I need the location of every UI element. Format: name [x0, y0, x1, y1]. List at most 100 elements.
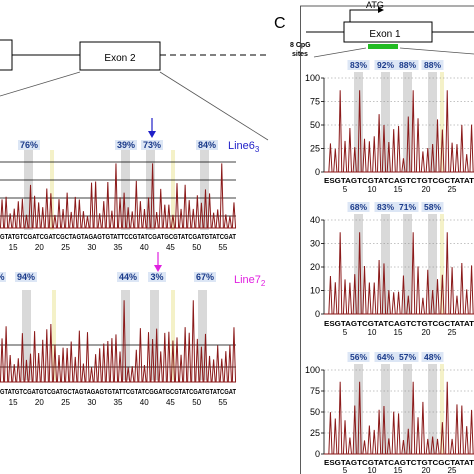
line7-tick-30: 30: [87, 398, 96, 407]
line6-peak-2: [4, 196, 9, 229]
line6-peak-49: [195, 195, 200, 229]
c-panel-1-xtick-20: 20: [422, 185, 431, 194]
zoom-line-right: [159, 71, 269, 141]
line6-other-band-2: [171, 150, 175, 230]
c-panel-3-peak-4: [342, 420, 348, 455]
line7-tick-15: 15: [9, 398, 18, 407]
line6-peak-14: [52, 214, 58, 229]
c-panel-3-peak-3: [338, 381, 343, 455]
line7-pct-labels: 0% 94% 44% 3% 67%: [0, 272, 216, 282]
c-panel-1-peak-4: [342, 140, 348, 173]
panel-c-label: C: [274, 15, 286, 32]
cpg-sites-label-2: sites: [292, 51, 308, 58]
line7-peak-12: [44, 329, 49, 383]
c-panel-2-peak-2: [333, 282, 338, 315]
line6-peak-44: [174, 183, 180, 229]
line6-sequence: GTATGTCGATCGATCGCTAGTAGAGTGTATTCCGTATCGA…: [0, 232, 236, 241]
line6-peak-51: [203, 189, 208, 229]
c-panel-3-peak-28: [459, 405, 464, 455]
line7-peak-39: [154, 328, 159, 383]
line7-peak-29: [113, 334, 119, 383]
c-panel-2-pct-1-box: [347, 202, 370, 212]
line6-peak-6: [20, 198, 25, 229]
c-panel-2-peak-25: [445, 232, 450, 315]
c-panel-3-ytick-50: 50: [310, 407, 320, 417]
c-panel-2-peak-1: [328, 275, 333, 315]
line7-pct-5: 67%: [194, 272, 216, 282]
line6-cpg-band-1: [24, 150, 33, 230]
c-panel-2-cpg-band-3: [403, 214, 412, 314]
c-panel-2-pct-2: 83%: [377, 202, 394, 212]
line7-other-band-1: [52, 290, 56, 380]
line6-peak-20: [77, 199, 82, 229]
line6-peak-33: [130, 211, 135, 229]
line7-peak-31: [122, 300, 127, 383]
exon2-box: [79, 41, 161, 71]
cpg-region-bar: [368, 44, 398, 49]
line6-tick-50: 50: [192, 243, 201, 252]
line6-pct-labels: 76% 39% 73% 84%: [18, 140, 218, 150]
line7-pct-1-text: 0%: [0, 272, 5, 282]
line7-peak-50: [199, 346, 204, 383]
line7-peak-25: [97, 348, 102, 383]
line6-peak-11: [40, 207, 45, 229]
line6-bands: [24, 150, 209, 230]
line7-tick-50: 50: [192, 398, 201, 407]
line6-label: Line63: [228, 140, 260, 154]
c-panel-2-ytick-10: 10: [310, 286, 320, 296]
c-panel-1-ytick-25: 25: [310, 144, 320, 154]
c-panel-3-peak-24: [440, 422, 445, 455]
c-panel-3-ytick-100: 100: [305, 365, 320, 375]
c-panel-2-peak-24: [440, 274, 445, 315]
line6-arrow-head: [148, 131, 156, 138]
line6-peak-41: [162, 204, 167, 229]
line7-peak-38: [150, 338, 155, 383]
line7-peak-1: [0, 338, 5, 383]
c-panel-1-pct-4: 88%: [424, 60, 441, 70]
c-panel-3-pct-2: 64%: [377, 352, 394, 362]
line7-peak-33: [130, 366, 135, 383]
c-panel-3-xtick-10: 10: [368, 466, 377, 474]
c-panel-2-peak-11: [377, 260, 382, 315]
line6-peak-37: [146, 197, 151, 229]
line7-peak-57: [227, 345, 232, 383]
line7-peak-20: [77, 330, 82, 383]
line6-peak-17: [65, 192, 70, 229]
line6-pct-1-box: [18, 140, 40, 150]
line7-trace: 0% 94% 44% 3% 67% Line72 GTAT: [0, 252, 266, 407]
line6-pct-4: 84%: [196, 140, 218, 150]
line6-pct-2-text: 39%: [117, 140, 135, 150]
line6-pct-1: 76%: [18, 140, 40, 150]
line6-peak-38: [150, 163, 155, 229]
line7-peak-37: [146, 332, 151, 383]
line7-peak-2: [4, 326, 9, 383]
c-zoom-line-left: [313, 47, 367, 58]
c-panel-3-xtick-20: 20: [422, 466, 431, 474]
c-panel-2-peak-29: [464, 289, 469, 315]
tss-arrow-line: [349, 9, 380, 22]
c-panel-2-peak-16: [401, 275, 406, 315]
c-zoom-line-right: [399, 47, 474, 55]
line6-peak-8: [28, 184, 33, 229]
line7-peak-6: [20, 333, 25, 383]
line7-pct-2: 94%: [15, 272, 37, 282]
line7-peak-22: [85, 332, 90, 383]
line7-peak-9: [32, 331, 37, 383]
line6-peak-27: [105, 182, 110, 229]
line7-peak-16: [60, 347, 66, 383]
c-panel-3-peak-19: [415, 417, 421, 455]
c-panel-3-pct-3: 57%: [399, 352, 416, 362]
c-panel-2-peak-6: [352, 274, 357, 315]
c-panel-3-pct-4: 48%: [424, 352, 441, 362]
line7-tick-45: 45: [166, 398, 175, 407]
c-panel-3-cpg-band-2: [381, 364, 390, 454]
c-panel-2-peak-14: [391, 292, 396, 315]
c-panel-2-peak-21: [425, 269, 430, 315]
line6-peak-56: [223, 214, 228, 229]
line7-label: Line72: [234, 274, 266, 288]
c-panel-2-xtick-20: 20: [422, 328, 431, 337]
line7-cpg-band-3: [150, 290, 159, 380]
line7-peak-14: [52, 344, 58, 383]
c-panel-3-ytick-25: 25: [310, 428, 320, 438]
line7-pct-3-text: 44%: [119, 272, 137, 282]
